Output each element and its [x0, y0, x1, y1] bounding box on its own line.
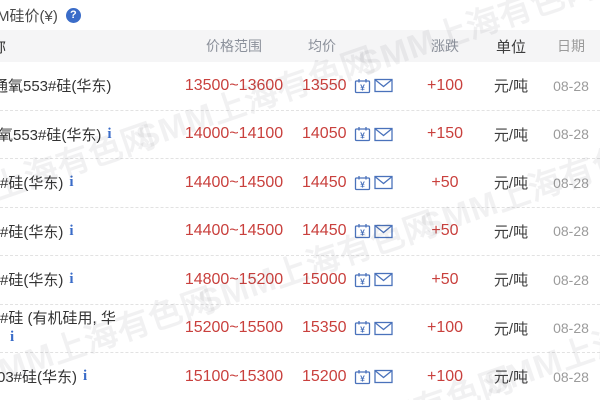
price-change: +150 — [426, 125, 464, 143]
info-icon[interactable]: i — [69, 271, 74, 288]
header-price-range: 价格范围 — [206, 38, 262, 54]
table-header: 称 价格范围 均价 涨跌 单位 日期 — [0, 30, 600, 62]
table-row: #硅(华东) i 14400~14500 14450 ¥ +50 元/吨 08-2… — [0, 159, 600, 208]
info-icon[interactable]: i — [10, 329, 15, 346]
price-change: +50 — [431, 173, 459, 191]
product-name: 氧553#硅(华东) — [0, 126, 102, 144]
price-change: +50 — [431, 222, 459, 240]
date: 08-28 — [553, 126, 589, 143]
unit: 元/吨 — [493, 223, 529, 241]
price-change: +100 — [426, 367, 464, 385]
price-history-icon[interactable]: ¥ — [354, 223, 371, 239]
header-date: 日期 — [557, 38, 585, 54]
svg-text:¥: ¥ — [360, 276, 365, 286]
price-history-icon[interactable]: ¥ — [354, 369, 371, 385]
header-change: 涨跌 — [431, 38, 459, 54]
table-row: #硅(华东) i 14800~15200 15000 ¥ +50 元/吨 08-2… — [0, 256, 600, 305]
table-row: #硅(华东) i 14400~14500 14450 ¥ +50 元/吨 08-2… — [0, 208, 600, 256]
info-icon[interactable]: i — [107, 125, 112, 142]
product-name: 通氧553#硅(华东) — [0, 78, 112, 96]
mail-icon[interactable] — [373, 321, 393, 336]
avg-price: 14450 — [302, 222, 347, 240]
avg-price: 15000 — [302, 270, 347, 288]
price-range: 14000~14100 — [184, 125, 284, 143]
table-row: 03#硅(华东) i 15100~15300 15200 ¥ +100 元/吨 0… — [0, 353, 600, 400]
avg-price: 14450 — [302, 173, 347, 191]
price-range: 13500~13600 — [184, 76, 284, 94]
price-history-icon[interactable]: ¥ — [354, 126, 371, 142]
mail-icon[interactable] — [373, 224, 393, 239]
price-history-icon[interactable]: ¥ — [354, 175, 371, 191]
unit: 元/吨 — [493, 369, 529, 387]
price-range: 14800~15200 — [184, 270, 284, 288]
mail-icon[interactable] — [373, 175, 393, 190]
price-range: 14400~14500 — [184, 173, 284, 191]
price-change: +50 — [431, 270, 459, 288]
price-range: 15100~15300 — [184, 367, 284, 385]
table-row: 通氧553#硅(华东) 13500~13600 13550 ¥ +100 元/吨… — [0, 62, 600, 111]
table-row: 氧553#硅(华东) i 14000~14100 14050 ¥ +150 元/吨… — [0, 111, 600, 159]
header-name: 称 — [0, 36, 170, 57]
svg-text:¥: ¥ — [360, 325, 365, 335]
help-icon[interactable]: ? — [65, 7, 81, 23]
title-bar: M硅价(¥) ? — [0, 0, 600, 30]
avg-price: 15350 — [302, 319, 347, 337]
date: 08-28 — [553, 223, 589, 240]
mail-icon[interactable] — [373, 272, 393, 287]
date: 08-28 — [553, 368, 589, 385]
product-name: #硅(华东) — [0, 175, 64, 193]
date: 08-28 — [553, 320, 589, 337]
price-range: 14400~14500 — [184, 222, 284, 240]
price-history-icon[interactable]: ¥ — [354, 272, 371, 288]
mail-icon[interactable] — [373, 78, 393, 93]
unit: 元/吨 — [493, 272, 529, 290]
avg-price: 15200 — [302, 367, 347, 385]
header-avg-price: 均价 — [308, 38, 336, 54]
svg-text:¥: ¥ — [360, 373, 365, 383]
price-change: +100 — [426, 319, 464, 337]
unit: 元/吨 — [493, 126, 529, 144]
unit: 元/吨 — [493, 320, 529, 338]
info-icon[interactable]: i — [69, 222, 74, 239]
mail-icon[interactable] — [373, 127, 393, 142]
page-title: M硅价(¥) — [0, 7, 58, 25]
price-range: 15200~15500 — [184, 319, 284, 337]
info-icon[interactable]: i — [69, 174, 74, 191]
price-history-icon[interactable]: ¥ — [354, 78, 371, 94]
product-name: #硅(华东) — [0, 223, 64, 241]
header-unit: 单位 — [495, 38, 526, 56]
date: 08-28 — [553, 271, 589, 288]
table-body: 通氧553#硅(华东) 13500~13600 13550 ¥ +100 元/吨… — [0, 62, 600, 400]
info-icon[interactable]: i — [83, 368, 88, 385]
date: 08-28 — [553, 174, 589, 191]
avg-price: 14050 — [302, 125, 347, 143]
svg-text:¥: ¥ — [360, 131, 365, 141]
svg-text:¥: ¥ — [360, 82, 365, 92]
avg-price: 13550 — [302, 76, 347, 94]
date: 08-28 — [553, 77, 589, 94]
svg-text:¥: ¥ — [360, 179, 365, 189]
price-history-icon[interactable]: ¥ — [354, 320, 371, 336]
price-change: +100 — [426, 76, 464, 94]
unit: 元/吨 — [493, 175, 529, 193]
product-name: 03#硅(华东) — [0, 369, 78, 387]
product-name: #硅 (有机硅用, 华 — [0, 310, 116, 328]
svg-text:¥: ¥ — [360, 228, 365, 238]
unit: 元/吨 — [493, 78, 529, 96]
product-name: #硅(华东) — [0, 272, 64, 290]
mail-icon[interactable] — [373, 369, 393, 384]
